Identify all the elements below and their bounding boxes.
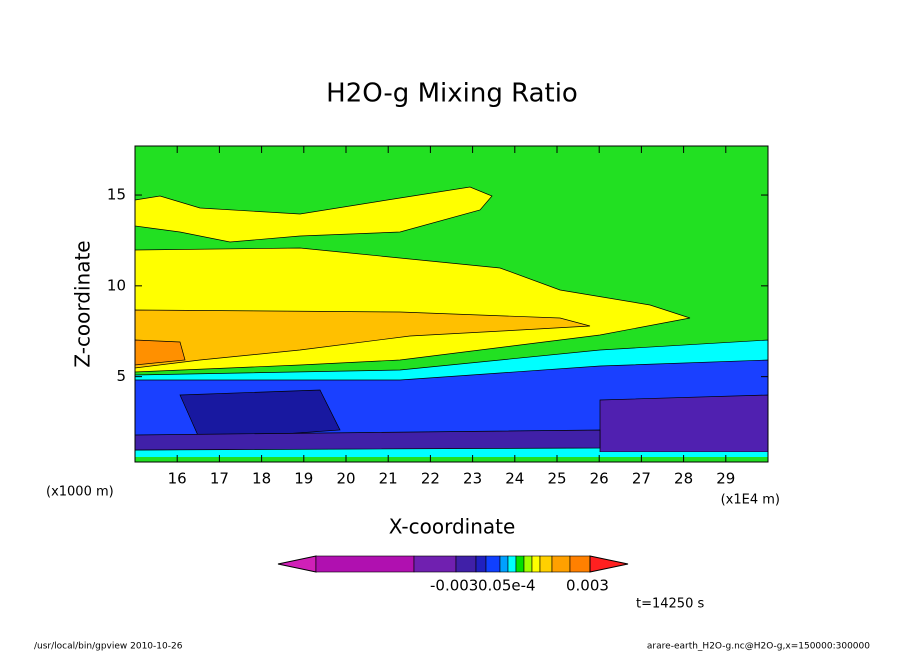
colorbar-segment (569, 555, 591, 573)
colorbar-segment (515, 555, 525, 573)
x-tick-label: 25 (547, 470, 566, 488)
footer-right: arare-earth_H2O-g.nc@H2O-g,x=150000:3000… (647, 642, 870, 652)
x-tick-label: 20 (336, 470, 355, 488)
time-label: t=14250 s (636, 597, 704, 612)
colorbar-segment (539, 555, 553, 573)
colorbar-segment (523, 555, 533, 573)
x-tick-label: 21 (379, 470, 398, 488)
colorbar-label: -0.003 (430, 577, 478, 595)
colorbar-label: 0.05e-4 (478, 577, 536, 595)
x-tick-label: 19 (294, 470, 313, 488)
band-navy (179, 389, 341, 441)
x-tick-label: 28 (674, 470, 693, 488)
colorbar-segment (413, 555, 457, 573)
band-orange (134, 309, 591, 369)
colorbar-segment (531, 555, 541, 573)
chart-title: H2O-g Mixing Ratio (326, 79, 578, 109)
x-tick-label: 26 (590, 470, 609, 488)
colorbar-segment (551, 555, 571, 573)
x-tick-label: 17 (210, 470, 229, 488)
colorbar-arrow (589, 555, 629, 573)
x-axis-label: X-coordinate (389, 515, 516, 539)
x-unit: (x1E4 m) (721, 493, 780, 508)
contour-field (134, 146, 769, 463)
y-axis-label: Z-coordinate (71, 240, 95, 367)
y-unit: (x1000 m) (46, 485, 114, 500)
band-purple (599, 394, 769, 453)
band-green (135, 457, 768, 462)
colorbar (277, 555, 629, 573)
colorbar-segment (499, 555, 509, 573)
colorbar-segment (455, 555, 477, 573)
footer-left: /usr/local/bin/gpview 2010-10-26 (34, 642, 183, 652)
y-tick-label: 5 (116, 367, 126, 385)
colorbar-segment (485, 555, 501, 573)
x-tick-label: 24 (505, 470, 524, 488)
x-tick-label: 16 (168, 470, 187, 488)
band-yellow (134, 186, 493, 243)
x-tick-label: 23 (463, 470, 482, 488)
colorbar-segment (475, 555, 487, 573)
band-cyan (135, 452, 768, 457)
y-tick-label: 15 (107, 186, 126, 204)
x-tick-label: 27 (632, 470, 651, 488)
colorbar-arrow (277, 555, 317, 573)
x-tick-label: 29 (716, 470, 735, 488)
x-tick-label: 22 (421, 470, 440, 488)
x-tick-label: 18 (252, 470, 271, 488)
colorbar-segment (315, 555, 415, 573)
colorbar-segment (507, 555, 517, 573)
y-tick-label: 10 (107, 276, 126, 294)
plot-frame (134, 145, 769, 463)
colorbar-label: 0.003 (566, 577, 609, 595)
